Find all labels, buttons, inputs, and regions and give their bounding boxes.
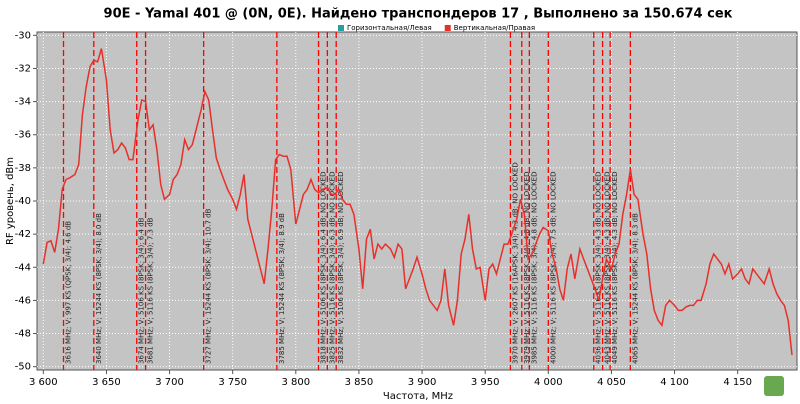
y-tick-label: -48	[15, 329, 31, 340]
y-tick-label: -40	[15, 196, 31, 207]
transponder-label: 3727 MHz; V; 15244 KS (8PSK; 3/4); 10.7 …	[205, 208, 213, 364]
transponder-label: 3674 MHz; V; 5106 KS (8PSK; 3/4); 6.4 dB	[138, 217, 146, 364]
legend-label: Горизонтальная/Левая	[347, 24, 432, 32]
x-tick-label: 3 700	[155, 377, 184, 388]
x-tick-label: 4 100	[660, 377, 689, 388]
x-tick-label: 4 000	[534, 377, 563, 388]
x-tick-label: 3 750	[218, 377, 247, 388]
transponder-label: 3832 MHz; V; 5106 KS (8PSK; 3/4); 6.9 dB…	[337, 172, 345, 364]
transponder-label: 3825 MHz; V; 5116 KS (8PSK; 3/4); 6.3 dB…	[328, 172, 336, 364]
x-tick-label: 3 800	[281, 377, 310, 388]
x-tick-label: 3 950	[471, 377, 500, 388]
y-tick-label: -32	[15, 63, 31, 74]
legend-item: Горизонтальная/Левая	[338, 24, 432, 32]
transponder-label: 3681 MHz; V; 5116 KS (8PSK; 3/4); 7.3 dB	[147, 217, 155, 364]
x-tick-label: 4 150	[723, 377, 752, 388]
transponder-label: 3818 MHz; V; 5106 KS (8PSK; 3/4); 6.4 dB…	[320, 172, 328, 364]
transponder-label: 4065 MHz; V; 15244 KS (8PSK; 3/4); 8.3 d…	[631, 213, 639, 364]
transponder-label: 4043 MHz; V; 5116 KS (8PSK; 3/4); 4.3 dB…	[604, 172, 612, 364]
y-tick-label: -44	[15, 262, 31, 273]
x-tick-label: 3 850	[345, 377, 374, 388]
transponder-label: 3785 MHz; V; 15244 KS (8PSK; 3/4); 8.9 d…	[278, 213, 286, 364]
y-axis-label: RF уровень, dBm	[5, 157, 16, 245]
y-tick-label: -34	[15, 97, 31, 108]
x-tick-label: 3 900	[408, 377, 437, 388]
transponder-label: 3979 MHz; V; 5116 KS (8PSK; 3/4); 4.8 dB…	[523, 172, 531, 364]
y-tick-label: -36	[15, 130, 31, 141]
y-tick-label: -50	[15, 362, 31, 373]
x-axis-label: Частота, MHz	[383, 391, 453, 402]
transponder-label: 3640 MHz; V; 15244 KS (8PSK; 3/4); 8.0 d…	[95, 213, 103, 364]
transponder-label: 4000 MHz; V; 5116 KS (8PSK; 3/4); 7.5 dB…	[549, 172, 557, 364]
transponder-label: 3985 MHz; V; 5116 KS (8PSK; 3/4); 4.8 dB…	[530, 172, 538, 364]
chart-title: 90E - Yamal 401 @ (0N, 0E). Найдено тран…	[104, 7, 733, 22]
x-tick-label: 3 600	[29, 377, 58, 388]
transponder-label: 3970 MHz; V; 2607 KS (16APSK; 3/4); 4.3 …	[511, 162, 519, 364]
y-tick-label: -46	[15, 295, 31, 306]
y-tick-label: -42	[15, 229, 31, 240]
y-tick-label: -38	[15, 163, 31, 174]
transponder-label: 4036 MHz; V; 5116 KS (8PSK; 3/4); 4.3 dB…	[595, 172, 603, 364]
y-tick-label: -30	[15, 30, 31, 41]
legend-label: Вертикальная/Правая	[454, 24, 535, 32]
transponder-label: 3616 MHz; V; 997 KS (QPSK; 3/4); 4.6 dB	[65, 221, 73, 364]
x-tick-label: 4 050	[597, 377, 626, 388]
legend-swatch	[338, 25, 344, 31]
logo-icon	[764, 376, 784, 396]
x-tick-label: 3 650	[92, 377, 121, 388]
legend-item: Вертикальная/Правая	[444, 24, 535, 32]
transponder-label: 4049 MHz; V; 5116 KS (8PSK; 3/4); 4.3 dB…	[611, 172, 619, 364]
legend-swatch	[444, 25, 451, 31]
logo	[764, 376, 784, 396]
spectrum-line	[42, 48, 793, 356]
